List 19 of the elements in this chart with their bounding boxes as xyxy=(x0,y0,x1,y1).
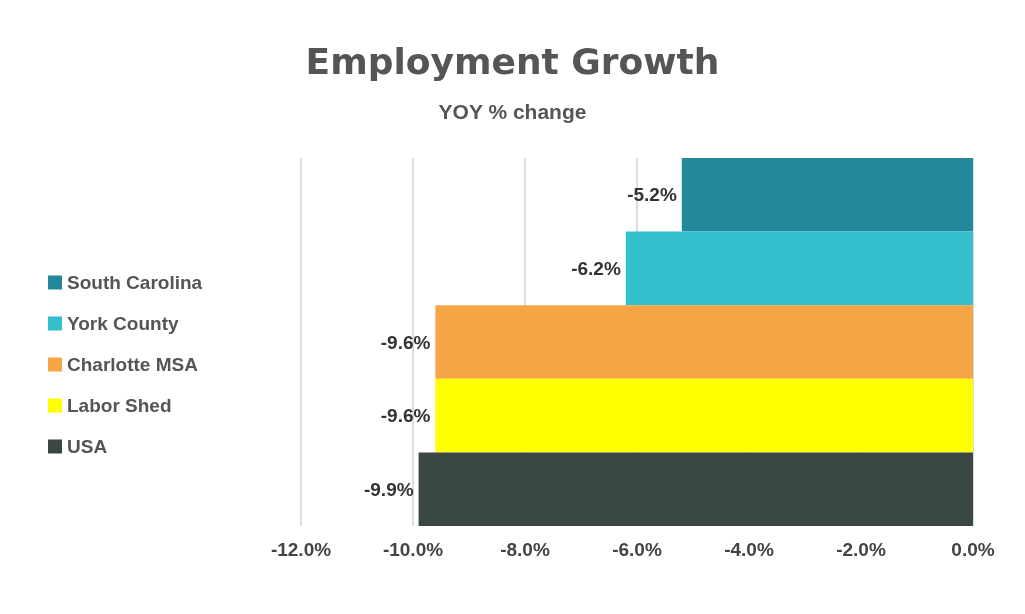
x-tick-label: -8.0% xyxy=(500,539,550,560)
x-tick-label: -10.0% xyxy=(382,539,444,560)
x-tick-label: -6.0% xyxy=(612,539,662,560)
data-label: -9.6% xyxy=(380,405,431,427)
x-tick-label: -12.0% xyxy=(270,539,332,560)
x-tick-label: 0.0% xyxy=(951,539,995,560)
legend-label: Charlotte MSA xyxy=(67,354,199,375)
data-label: -6.2% xyxy=(571,257,621,279)
x-tick-label: -2.0% xyxy=(836,539,886,560)
data-label: -5.2% xyxy=(627,184,677,206)
chart-title: Employment Growth xyxy=(305,40,720,82)
chart-subtitle: YOY % change xyxy=(438,100,587,123)
legend-label: South Carolina xyxy=(67,272,203,293)
legend-label: York County xyxy=(67,313,179,334)
data-label: -9.6% xyxy=(380,331,431,353)
legend-label: USA xyxy=(67,436,108,457)
legend-label: Labor Shed xyxy=(67,395,172,416)
data-label: -9.9% xyxy=(363,478,414,500)
x-tick-label: -4.0% xyxy=(724,539,774,560)
